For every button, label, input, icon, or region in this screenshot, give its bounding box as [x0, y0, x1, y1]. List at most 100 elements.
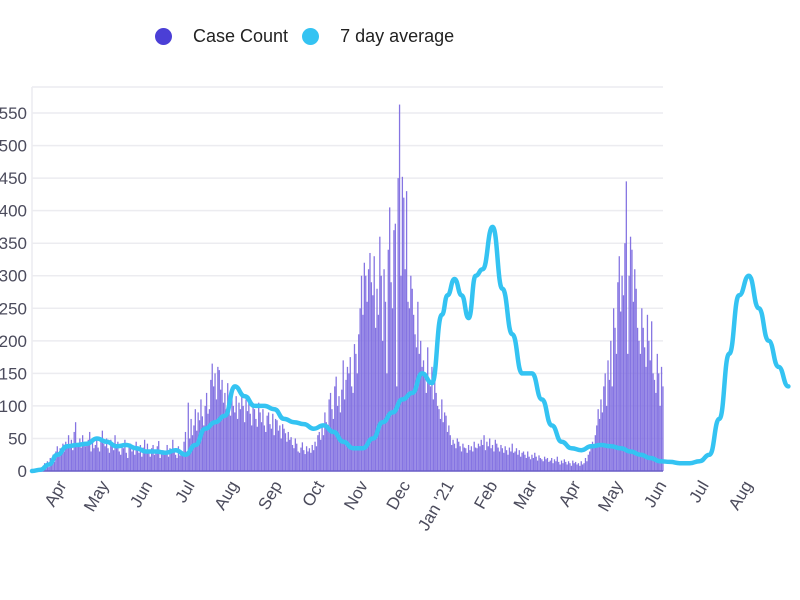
case-count-bar [318, 431, 320, 471]
case-count-bar [177, 446, 180, 471]
case-count-bar [625, 181, 627, 471]
case-count-bar [632, 301, 635, 471]
case-count-bar [470, 446, 473, 471]
case-count-bar [305, 446, 308, 471]
case-count-bar [241, 392, 243, 471]
case-count-bar [287, 431, 289, 471]
x-tick-label: Jul [171, 478, 198, 506]
case-count-bar [346, 366, 349, 471]
case-count-bar [403, 197, 405, 471]
case-count-bar [167, 456, 170, 471]
case-count-bar [527, 451, 529, 471]
case-count-bar [311, 444, 313, 471]
case-count-bar [510, 451, 512, 471]
case-count-bar [248, 396, 250, 471]
x-tick-label: Oct [298, 477, 328, 510]
y-tick-label: 400 [0, 202, 27, 221]
case-count-bar [128, 446, 130, 471]
case-count-bar [100, 441, 102, 471]
case-count-bar [263, 425, 265, 471]
case-count-bar [536, 460, 539, 471]
case-count-bar [105, 438, 108, 471]
case-count-bar [327, 428, 329, 471]
legend-item-case-count[interactable]: Case Count [155, 26, 288, 47]
case-count-bar [397, 178, 399, 471]
case-count-bar [467, 444, 470, 471]
case-count-bar [662, 386, 664, 471]
case-count-bar [76, 446, 78, 471]
case-count-bar [162, 450, 164, 471]
case-count-bar [521, 452, 523, 471]
case-count-bar [369, 252, 371, 471]
case-count-bar [94, 444, 96, 471]
case-count-bar [500, 444, 502, 471]
case-count-bar [586, 461, 588, 471]
case-count-bar [432, 399, 434, 471]
case-count-bar [143, 439, 146, 471]
case-count-bar [115, 446, 118, 471]
case-count-bar [321, 425, 323, 471]
case-count-bar [490, 448, 492, 471]
case-count-bar [424, 373, 426, 471]
case-count-bar [391, 308, 394, 471]
case-count-bar [148, 452, 150, 471]
case-count-bar [345, 379, 347, 471]
case-count-bar [220, 389, 222, 471]
case-count-bar [551, 457, 553, 471]
case-count-bar [63, 451, 65, 471]
case-count-bar [262, 409, 264, 471]
case-count-bar [239, 409, 242, 471]
case-count-bar [556, 456, 558, 471]
case-count-bar [111, 444, 113, 471]
case-count-bar [422, 360, 425, 471]
case-count-bar [469, 450, 471, 471]
case-count-bar [125, 452, 127, 471]
case-count-bar [134, 454, 136, 471]
case-count-bar [269, 424, 271, 471]
case-count-bar [153, 454, 156, 471]
case-count-bar [112, 450, 115, 471]
case-count-bar [649, 360, 651, 471]
case-count-bar [629, 236, 632, 471]
case-count-bar [567, 461, 570, 471]
case-count-bar [139, 444, 142, 471]
case-count-bar [589, 451, 591, 471]
case-count-bar [434, 373, 436, 471]
case-count-bar [611, 386, 613, 471]
case-count-bar [634, 269, 636, 471]
case-count-bar [365, 275, 367, 471]
case-count-bar [108, 452, 111, 471]
case-count-bar [307, 451, 309, 471]
case-count-bar [186, 451, 188, 471]
case-count-bar [487, 446, 489, 471]
case-count-bar [383, 269, 385, 471]
case-count-bar [351, 386, 353, 471]
case-count-bar [539, 457, 542, 471]
case-count-bar [617, 282, 619, 471]
case-count-bar [90, 451, 92, 471]
case-count-bar [483, 435, 485, 471]
case-count-bar [382, 340, 384, 471]
case-count-bar [462, 443, 464, 471]
case-count-bar [201, 416, 204, 471]
case-count-bar [408, 308, 411, 471]
legend-item-7-day-average[interactable]: 7 day average [302, 26, 454, 47]
case-count-bar [243, 422, 246, 471]
case-count-bar [414, 334, 416, 471]
case-count-bar [107, 448, 109, 471]
case-count-bar [438, 409, 440, 471]
case-count-bar [493, 451, 495, 471]
case-count-bar [84, 446, 87, 471]
case-count-bar [439, 418, 442, 471]
case-count-bar [635, 288, 637, 471]
case-count-bar [396, 386, 398, 471]
case-count-bar [552, 463, 554, 471]
case-count-bar [110, 439, 112, 471]
seven-day-average-line [29, 224, 791, 474]
case-count-bar [212, 386, 215, 471]
case-count-bar [282, 424, 284, 471]
case-count-bar [211, 363, 213, 471]
case-count-bar [398, 104, 401, 471]
case-count-bar [411, 288, 413, 471]
case-count-bar [393, 230, 395, 471]
